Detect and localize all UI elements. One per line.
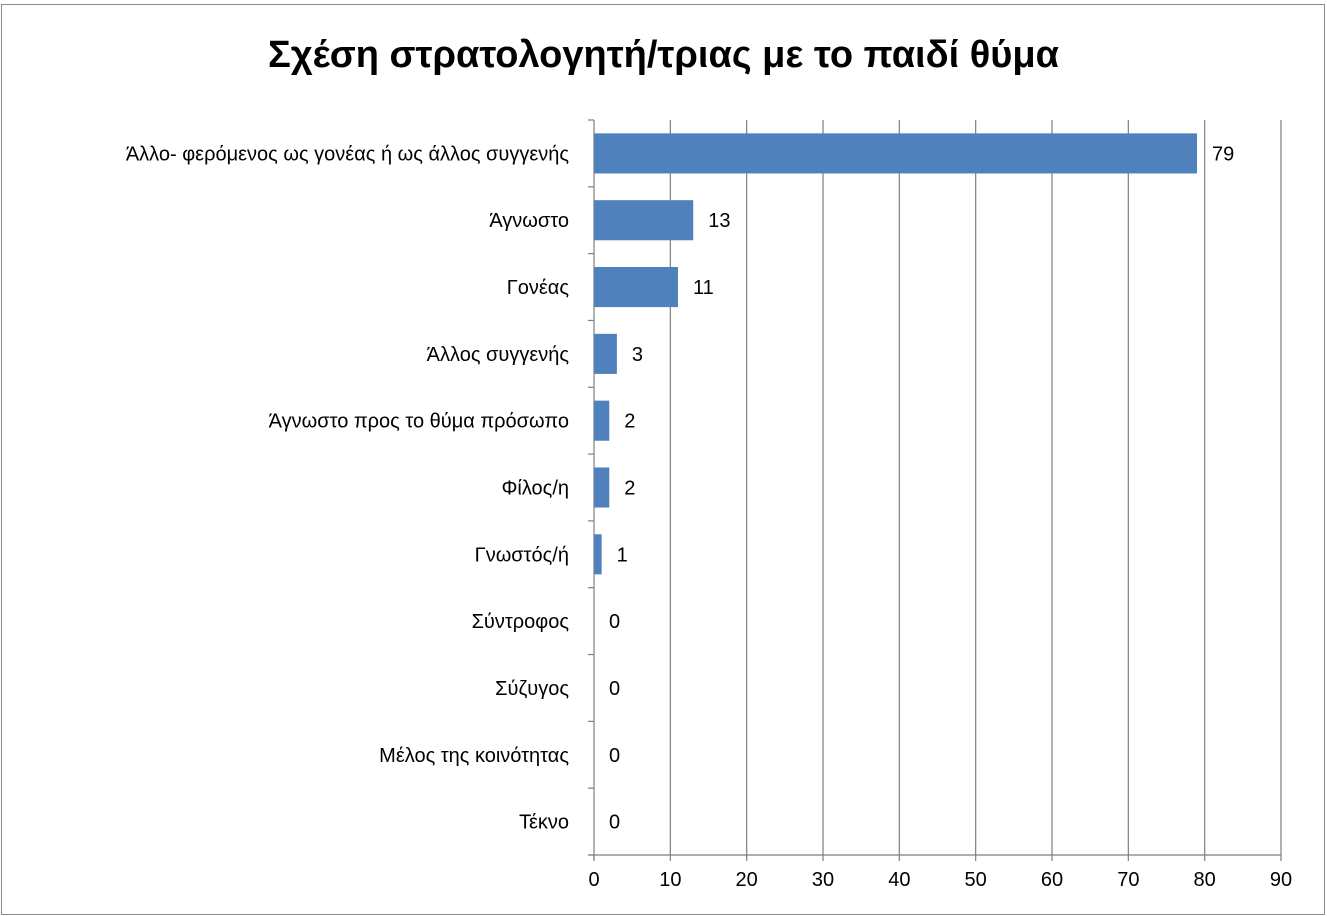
data-label-3: 3 [632,344,643,366]
x-tick-label-3: 30 [812,869,834,891]
category-label-10: Τέκνο [519,812,569,834]
x-tick-label-6: 60 [1041,869,1063,891]
x-tick-label-7: 70 [1117,869,1139,891]
category-label-9: Μέλος της κοινότητας [379,745,569,767]
data-label-10: 0 [609,812,620,834]
x-tick-label-0: 0 [588,869,599,891]
data-label-2: 11 [693,277,714,299]
bar-0 [594,133,1198,174]
data-label-7: 0 [609,611,620,633]
x-tick-label-2: 20 [736,869,758,891]
data-label-6: 1 [617,544,628,566]
x-tick-label-8: 80 [1194,869,1216,891]
bar-6 [594,534,602,575]
data-label-8: 0 [609,678,620,700]
bar-1 [594,200,694,241]
category-label-1: Άγνωστο [489,210,569,232]
bar-5 [594,467,610,508]
data-label-4: 2 [624,411,635,433]
category-label-4: Άγνωστο προς το θύμα πρόσωπο [269,411,569,433]
bar-3 [594,333,617,374]
x-tick-label-5: 50 [965,869,987,891]
data-label-0: 79 [1212,143,1234,165]
category-label-6: Γνωστός/ή [475,544,569,566]
bar-4 [594,400,610,441]
bar-2 [594,267,678,308]
x-tick-label-4: 40 [888,869,910,891]
x-tick-label-1: 10 [659,869,681,891]
category-label-3: Άλλος συγγενής [427,344,570,366]
category-label-2: Γονέας [507,277,570,299]
category-label-0: Άλλο- φερόμενος ως γονέας ή ως άλλος συγ… [126,143,570,165]
data-label-9: 0 [609,745,620,767]
category-label-7: Σύντροφος [472,611,570,633]
data-label-5: 2 [624,478,635,500]
data-label-1: 13 [708,210,730,232]
x-tick-label-9: 90 [1270,869,1292,891]
category-label-5: Φίλος/η [501,478,569,500]
category-label-8: Σύζυγος [495,678,569,700]
chart-title: Σχέση στρατολογητή/τριας με το παιδί θύμ… [267,34,1060,76]
